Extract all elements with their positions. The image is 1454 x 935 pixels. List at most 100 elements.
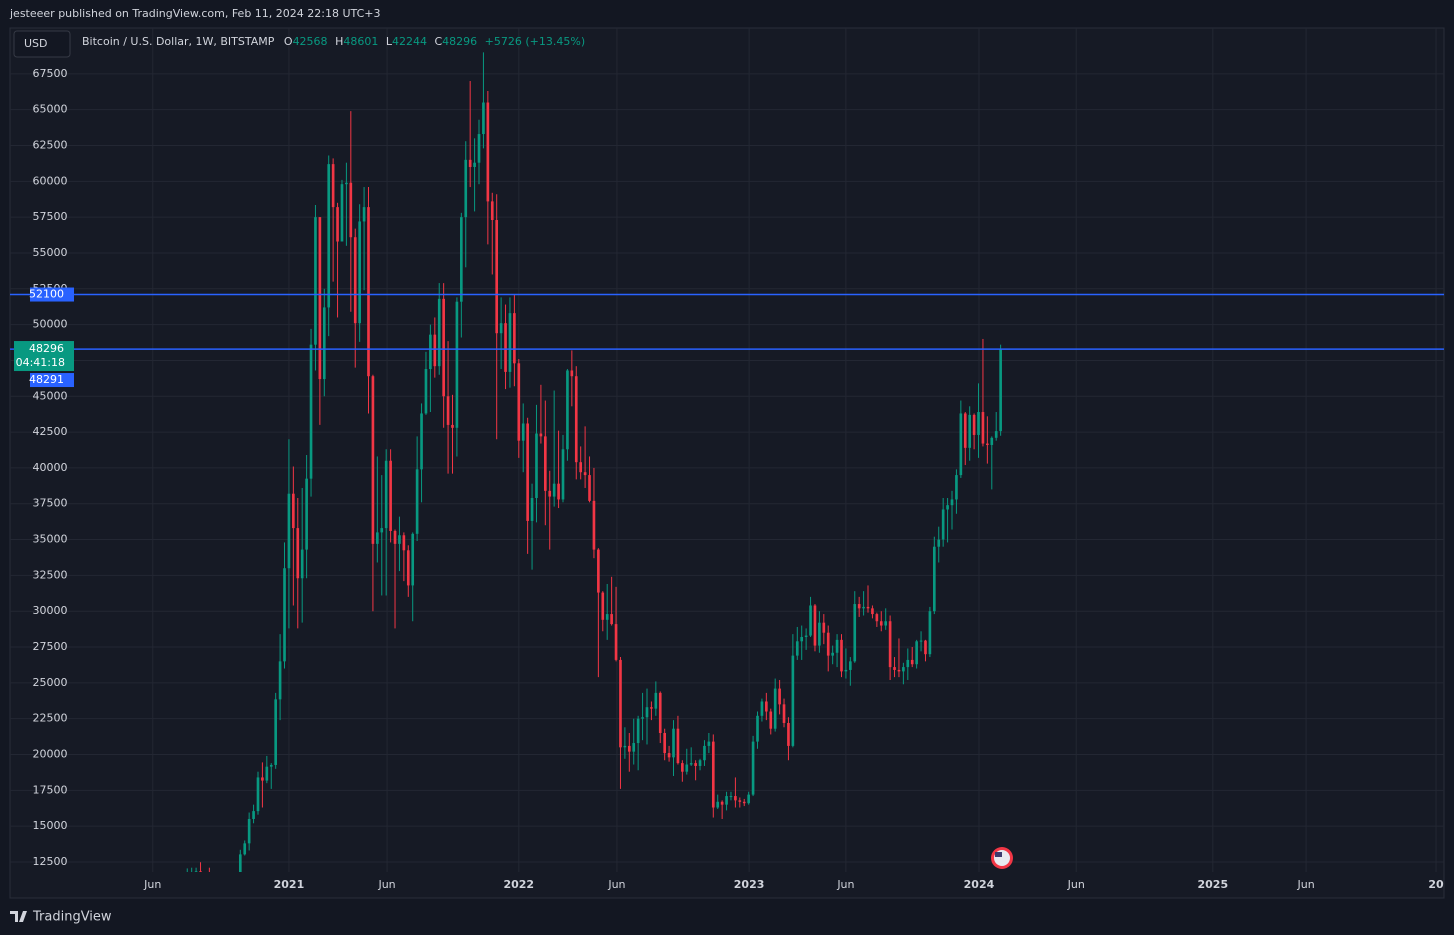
- candle-body: [283, 568, 286, 662]
- candle-body: [738, 800, 742, 802]
- candle-body: [672, 728, 675, 758]
- candle-body: [711, 741, 715, 808]
- candle-body: [433, 334, 437, 367]
- candle-body: [795, 641, 799, 656]
- y-tick-label: 67500: [33, 67, 68, 80]
- candle-body: [473, 162, 476, 167]
- candle-body: [826, 632, 830, 656]
- candle-body: [994, 431, 998, 438]
- currency-button[interactable]: [13, 30, 71, 58]
- candle-body: [835, 639, 839, 653]
- flag-canton: [995, 852, 1002, 857]
- candle-body: [950, 499, 954, 506]
- candle-body: [663, 733, 666, 754]
- candle-body: [415, 469, 419, 534]
- candle-body: [986, 443, 989, 445]
- candle-body: [893, 667, 896, 670]
- candle-body: [787, 722, 790, 746]
- candle-body: [879, 621, 883, 626]
- candle-body: [252, 811, 255, 819]
- candle-body: [813, 605, 817, 646]
- candle-body: [552, 483, 556, 497]
- x-tick-label: 2023: [734, 878, 765, 891]
- candle-body: [451, 424, 454, 428]
- candle-body: [910, 659, 914, 665]
- candle-body: [822, 622, 826, 633]
- candle-body: [548, 490, 552, 497]
- y-tick-label: 35000: [33, 533, 68, 546]
- y-tick-label: 50000: [33, 318, 68, 331]
- overlay: Jun 2021 Jun 2022 Jun 2023 Jun 2024 Jun 2025 Jun 20…: [14, 67, 1444, 891]
- candle-body: [314, 217, 317, 345]
- candle-body: [243, 843, 247, 855]
- ohlc-value: 48601: [343, 35, 378, 48]
- candle-body: [318, 217, 322, 380]
- candle-body: [840, 639, 843, 672]
- y-tick-label: 62500: [33, 139, 68, 152]
- candle-body: [963, 413, 967, 448]
- candle-body: [358, 221, 361, 324]
- countdown-label: 04:41:18: [16, 356, 65, 369]
- candle-body: [760, 701, 764, 716]
- candle-body: [574, 376, 578, 463]
- x-tick-label: Jun: [836, 878, 854, 891]
- candle-body: [857, 604, 861, 609]
- candle-body: [579, 462, 583, 473]
- ohlc-value: 42244: [392, 35, 427, 48]
- candle-body: [818, 622, 821, 646]
- candle-body: [477, 134, 481, 163]
- y-tick-label: 45000: [33, 389, 68, 402]
- candle-body: [437, 298, 441, 367]
- candle-body: [393, 530, 397, 544]
- y-tick-label: 12500: [33, 855, 68, 868]
- y-tick-label: 22500: [33, 712, 68, 725]
- candle-body: [384, 460, 388, 529]
- candle-body: [862, 606, 865, 609]
- candle-body: [946, 505, 949, 510]
- candle-body: [610, 614, 613, 625]
- event-flag[interactable]: [991, 847, 1013, 869]
- candle-body: [194, 871, 198, 872]
- candle-body: [884, 621, 888, 626]
- candle-body: [871, 608, 874, 615]
- ohlc-label: O: [284, 35, 293, 48]
- candle-body: [327, 164, 331, 308]
- legend: Bitcoin / U.S. Dollar, 1W, BITSTAMP O425…: [82, 35, 585, 48]
- candle-body: [782, 704, 786, 723]
- candle-body: [292, 493, 295, 529]
- candle-body: [844, 669, 848, 672]
- line-price-box: [30, 373, 74, 388]
- y-tick-label: 32500: [33, 568, 68, 581]
- candle-body: [720, 801, 724, 805]
- candle-body: [703, 745, 706, 761]
- ohlc-label: L: [386, 35, 393, 48]
- candle-body: [583, 472, 587, 476]
- candle-body: [919, 640, 923, 642]
- candle-body: [238, 854, 242, 872]
- candle-body: [800, 636, 804, 642]
- candle-body: [442, 298, 445, 397]
- candle-body: [256, 777, 260, 812]
- chart-panel: [9, 27, 1445, 899]
- candle-body: [619, 659, 622, 748]
- candle-body: [955, 475, 958, 500]
- candle-body: [464, 159, 468, 218]
- candle-body: [990, 437, 994, 445]
- candle-body: [278, 661, 282, 700]
- candle-body: [597, 549, 600, 593]
- candle-body: [336, 207, 339, 242]
- candle-body: [557, 483, 560, 500]
- candle-body: [504, 323, 507, 372]
- last-price-label: 48296: [29, 342, 64, 355]
- candle-body: [543, 436, 547, 491]
- candle-body: [623, 745, 627, 748]
- x-tick-label: 2024: [964, 878, 995, 891]
- candle-body: [977, 412, 980, 435]
- y-tick-label: 20000: [33, 747, 68, 760]
- candle-body: [809, 605, 812, 636]
- grid: [10, 28, 1444, 872]
- candle-body: [274, 699, 277, 765]
- y-tick-label: 37500: [33, 497, 68, 510]
- currency-label[interactable]: USD: [24, 37, 48, 50]
- candle-body: [778, 688, 781, 705]
